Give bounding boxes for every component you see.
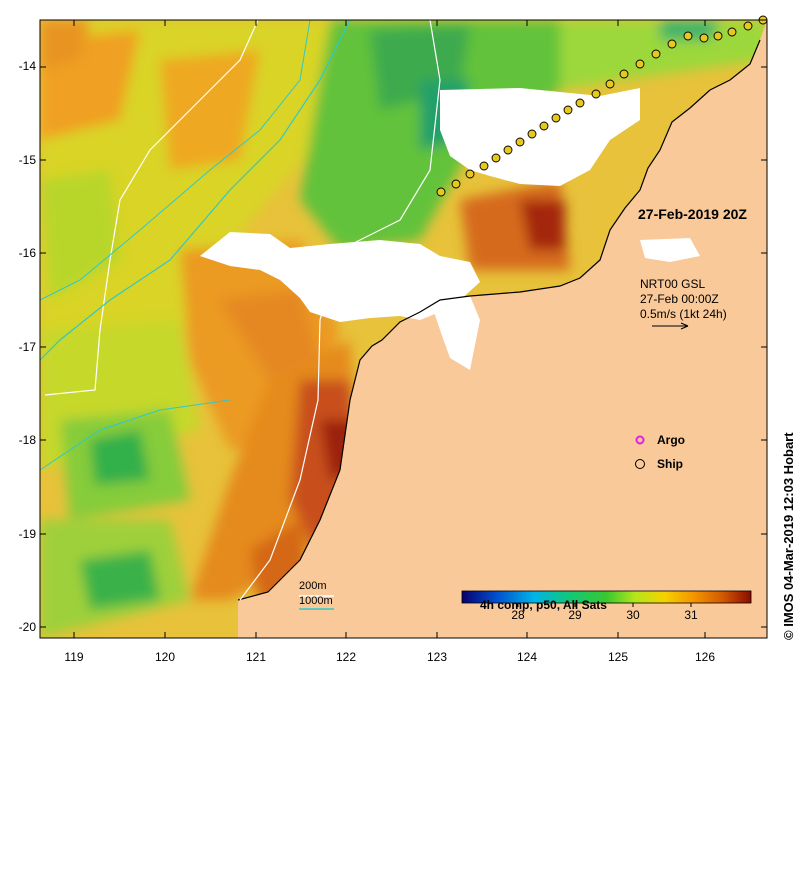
ship-track-point (591, 89, 601, 99)
colorbar-tick-label: 29 (568, 608, 582, 622)
x-tick-label: 123 (426, 650, 448, 664)
ship-track-point (699, 33, 709, 43)
ship-label: Ship (657, 457, 683, 471)
x-tick-label: 126 (694, 650, 716, 664)
y-tick-label: -14 (18, 59, 36, 73)
coastline (237, 39, 761, 601)
x-tick-label: 120 (154, 650, 176, 664)
isobath-200m (44, 19, 259, 396)
current-legend: NRT00 GSL 27-Feb 00:00Z 0.5m/s (1kt 24h) (640, 277, 727, 322)
isobath-1000m (39, 19, 351, 361)
x-tick-label: 121 (245, 650, 267, 664)
ship-track-point (527, 129, 537, 139)
colorbar-title: 4h comp, p50, All Sats (480, 598, 607, 612)
argo-symbol (635, 435, 645, 445)
ship-track-point (651, 49, 661, 59)
depth-200m-label: 200m (299, 580, 327, 592)
ship-track-point (635, 59, 645, 69)
current-scale: 0.5m/s (1kt 24h) (640, 307, 727, 321)
x-tick-label: 122 (335, 650, 357, 664)
ship-track-point (479, 161, 489, 171)
colorbar (461, 590, 752, 604)
track-date-label: 27-Feb-2019 20Z (638, 206, 747, 222)
current-product: NRT00 GSL (640, 277, 706, 291)
ship-track-point (551, 113, 561, 123)
ship-track-point (539, 121, 549, 131)
ship-track-point (575, 98, 585, 108)
credit-block: © IMOS 04-Mar-2019 12:03 Hobart (781, 432, 801, 880)
ship-track-point (713, 31, 723, 41)
axis-ticks (40, 20, 767, 638)
isobath-1000m-south (39, 399, 231, 471)
current-time: 27-Feb 00:00Z (640, 292, 719, 306)
y-tick-label: -20 (18, 620, 36, 634)
y-tick-label: -18 (18, 433, 36, 447)
ship-track-point (727, 27, 737, 37)
ship-track-point (743, 21, 753, 31)
isobath-1000m-outer (39, 19, 311, 301)
ship-track-point (683, 31, 693, 41)
y-tick-label: -19 (18, 527, 36, 541)
colorbar-tick-label: 30 (626, 608, 640, 622)
y-tick-label: -15 (18, 153, 36, 167)
ship-track-point (491, 153, 501, 163)
colorbar-tick-label: 28 (511, 608, 525, 622)
ship-track-point (605, 79, 615, 89)
isobath-200m-shelf (239, 19, 441, 601)
y-tick-label: -17 (18, 340, 36, 354)
sst-map (39, 15, 768, 639)
ship-track-point (563, 105, 573, 115)
ship-track-point (465, 169, 475, 179)
copyright-symbol: © (781, 630, 796, 640)
land-mass (238, 20, 767, 638)
ship-track-point (619, 69, 629, 79)
cloud-mask (200, 88, 700, 370)
ship-symbol (635, 459, 645, 469)
credit-text: IMOS 04-Mar-2019 12:03 Hobart (781, 432, 796, 627)
ship-track-point (503, 145, 513, 155)
y-tick-label: -16 (18, 246, 36, 260)
x-tick-label: 125 (607, 650, 629, 664)
x-tick-label: 124 (516, 650, 538, 664)
depth-1000m-label: 1000m (299, 595, 333, 607)
plot-frame (39, 19, 768, 639)
ship-track-point (436, 187, 446, 197)
ship-track-point (515, 137, 525, 147)
current-scale-arrow (652, 322, 689, 330)
colorbar-tick-label: 31 (684, 608, 698, 622)
argo-label: Argo (657, 433, 685, 447)
ship-track-point (451, 179, 461, 189)
ship-track-point (667, 39, 677, 49)
colorbar-ticks (517, 603, 692, 607)
x-tick-label: 119 (64, 650, 84, 664)
